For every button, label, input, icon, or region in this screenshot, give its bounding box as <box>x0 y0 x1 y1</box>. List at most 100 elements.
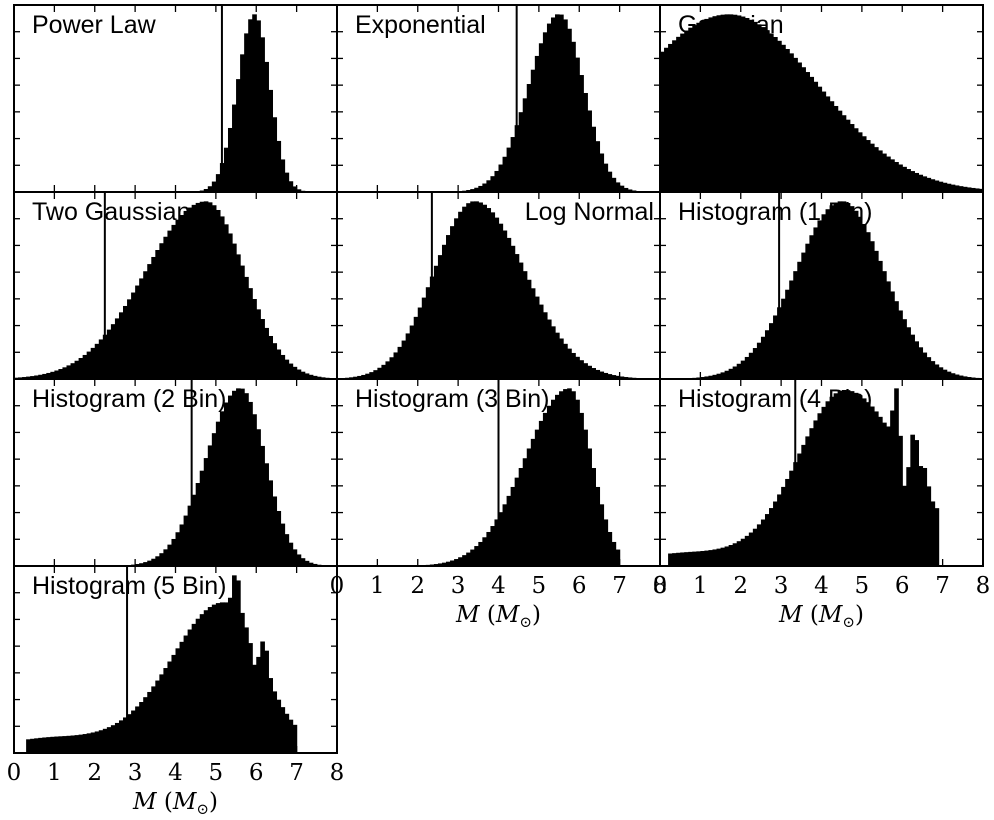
histogram-bar <box>712 549 718 566</box>
histogram-bar <box>494 170 500 192</box>
histogram-bar <box>910 334 915 379</box>
histogram-bar <box>486 208 492 379</box>
histogram-bar <box>498 512 504 566</box>
histogram-bar <box>813 81 819 192</box>
histogram-bar <box>546 405 552 566</box>
histogram-bar <box>550 399 556 566</box>
histogram-bar <box>526 84 532 192</box>
histogram-bar <box>809 76 815 192</box>
histogram-bar <box>890 410 895 566</box>
histogram-bar <box>732 14 738 192</box>
histogram-bar <box>292 366 298 379</box>
x-tick-label: 3 <box>774 573 789 599</box>
histogram-bar <box>700 20 706 193</box>
histogram-bar <box>316 376 322 379</box>
histogram-bar <box>518 468 524 566</box>
histogram-bar <box>397 346 403 379</box>
histogram-bar <box>474 187 479 192</box>
histogram-bar <box>518 112 524 192</box>
histogram-bar <box>227 597 233 753</box>
histogram-bar <box>361 374 366 379</box>
histogram-bar <box>672 553 677 566</box>
histogram-bar <box>534 55 540 193</box>
histogram-bar <box>938 367 944 379</box>
histogram-bar <box>571 391 576 566</box>
histogram-bar <box>248 19 253 193</box>
histogram-bar <box>882 153 887 192</box>
histogram-bar <box>861 223 867 379</box>
histogram-bar <box>550 326 556 379</box>
histogram-bar <box>50 736 55 753</box>
histogram-bar <box>227 395 233 566</box>
x-axis-label-part: M <box>172 789 198 815</box>
x-tick-label: 3 <box>128 760 143 786</box>
histogram-bar <box>793 57 798 193</box>
histogram-bar <box>502 156 508 192</box>
histogram-bar <box>664 47 669 193</box>
histogram-bar <box>615 375 621 379</box>
histogram-bar <box>732 366 738 379</box>
histogram-bar <box>203 610 209 753</box>
histogram-bar <box>98 339 104 379</box>
histogram-bar <box>837 110 843 192</box>
histogram-bar <box>478 541 483 566</box>
histogram-bar <box>538 304 544 379</box>
histogram-bar <box>805 243 810 379</box>
histogram-bar <box>910 434 915 566</box>
histogram-bar <box>280 523 286 566</box>
x-tick-label: 5 <box>209 760 224 786</box>
histogram-bar <box>607 531 613 566</box>
histogram-bar <box>272 117 278 192</box>
histogram-bar <box>385 361 391 379</box>
x-tick-label: 8 <box>653 573 668 599</box>
histogram-bar <box>966 187 972 192</box>
histogram-bar <box>696 551 701 566</box>
histogram-bar <box>837 201 843 379</box>
x-axis-label-part: M <box>818 602 844 628</box>
x-tick-label: 2 <box>410 573 425 599</box>
histogram-bar <box>704 550 710 566</box>
histogram-bar <box>353 376 358 379</box>
histogram-bar <box>163 236 169 379</box>
histogram-bar <box>829 205 835 379</box>
histogram-bar <box>542 312 548 379</box>
histogram-bar <box>716 373 722 379</box>
histogram-bar <box>167 230 173 379</box>
histogram-bar <box>131 710 136 753</box>
x-axis-label-part: M <box>778 602 804 628</box>
histogram-bar <box>740 360 746 379</box>
histogram-bar <box>207 607 213 753</box>
histogram-bar <box>240 612 245 753</box>
histogram-bar <box>886 281 891 379</box>
histogram-bar <box>728 14 734 192</box>
histogram-bar <box>518 262 524 379</box>
histogram-bar <box>688 551 693 566</box>
histogram-bar <box>559 14 564 192</box>
histogram-bar <box>127 299 132 379</box>
histogram-bar <box>244 276 249 379</box>
histogram-panel: Log Normal <box>336 191 661 380</box>
histogram-bar <box>268 678 273 753</box>
histogram-bar <box>720 372 726 379</box>
histogram-bar <box>58 736 64 753</box>
histogram-bar <box>232 575 237 753</box>
histogram-panel: Histogram (1 Bin) <box>659 191 984 380</box>
histogram-bar <box>74 735 80 753</box>
histogram-bar <box>203 458 209 566</box>
histogram-bar <box>567 348 572 379</box>
x-tick-label: 6 <box>572 573 587 599</box>
histogram-bar <box>567 28 572 193</box>
histogram-bar <box>171 538 177 566</box>
histogram-bar <box>187 629 193 753</box>
histogram-bar <box>873 411 879 566</box>
histogram-bar <box>914 341 919 379</box>
histogram-bar <box>219 411 225 566</box>
histogram-bar <box>482 204 487 379</box>
histogram-bar <box>292 549 298 566</box>
histogram-bar <box>898 310 903 379</box>
histogram-bar <box>546 319 552 379</box>
x-axis-label-part: M <box>132 789 158 815</box>
panel-frame <box>659 378 984 567</box>
x-axis-label-part: M <box>495 602 521 628</box>
histogram-bar <box>797 261 802 379</box>
